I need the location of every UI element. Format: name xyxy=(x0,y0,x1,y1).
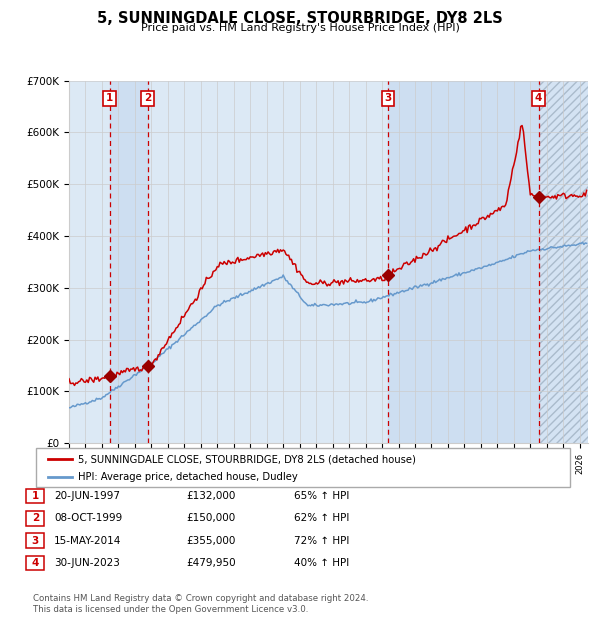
Bar xyxy=(388,81,539,443)
Text: 5, SUNNINGDALE CLOSE, STOURBRIDGE, DY8 2LS: 5, SUNNINGDALE CLOSE, STOURBRIDGE, DY8 2… xyxy=(97,11,503,25)
Bar xyxy=(110,81,148,443)
Text: 4: 4 xyxy=(32,558,39,568)
Text: 15-MAY-2014: 15-MAY-2014 xyxy=(54,536,121,546)
Text: 2: 2 xyxy=(144,93,151,104)
Text: HPI: Average price, detached house, Dudley: HPI: Average price, detached house, Dudl… xyxy=(78,472,298,482)
Text: 5, SUNNINGDALE CLOSE, STOURBRIDGE, DY8 2LS (detached house): 5, SUNNINGDALE CLOSE, STOURBRIDGE, DY8 2… xyxy=(78,454,416,464)
Text: 1: 1 xyxy=(32,491,39,501)
Bar xyxy=(539,81,588,443)
Text: This data is licensed under the Open Government Licence v3.0.: This data is licensed under the Open Gov… xyxy=(33,604,308,614)
Text: 4: 4 xyxy=(535,93,542,104)
Text: £150,000: £150,000 xyxy=(186,513,235,523)
Text: 20-JUN-1997: 20-JUN-1997 xyxy=(54,491,120,501)
Text: 30-JUN-2023: 30-JUN-2023 xyxy=(54,558,120,568)
Text: Contains HM Land Registry data © Crown copyright and database right 2024.: Contains HM Land Registry data © Crown c… xyxy=(33,593,368,603)
Text: Price paid vs. HM Land Registry's House Price Index (HPI): Price paid vs. HM Land Registry's House … xyxy=(140,23,460,33)
Text: 1: 1 xyxy=(106,93,113,104)
Text: £479,950: £479,950 xyxy=(186,558,236,568)
Text: 08-OCT-1999: 08-OCT-1999 xyxy=(54,513,122,523)
Text: 2: 2 xyxy=(32,513,39,523)
Text: 72% ↑ HPI: 72% ↑ HPI xyxy=(294,536,349,546)
Bar xyxy=(539,81,588,443)
Text: 40% ↑ HPI: 40% ↑ HPI xyxy=(294,558,349,568)
Text: 65% ↑ HPI: 65% ↑ HPI xyxy=(294,491,349,501)
Text: 3: 3 xyxy=(32,536,39,546)
Text: £132,000: £132,000 xyxy=(186,491,235,501)
Text: 62% ↑ HPI: 62% ↑ HPI xyxy=(294,513,349,523)
Text: £355,000: £355,000 xyxy=(186,536,235,546)
Text: 3: 3 xyxy=(385,93,392,104)
